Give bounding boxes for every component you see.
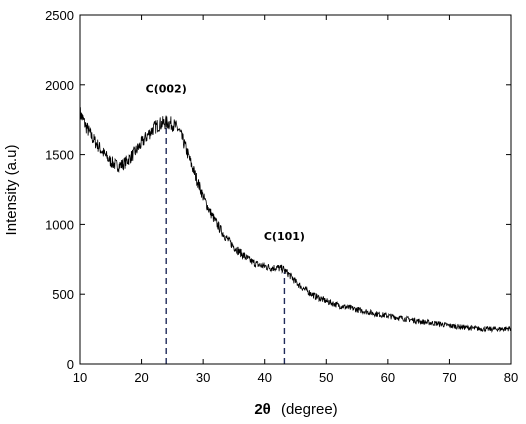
x-axis-title: 2θ (degree) (254, 401, 337, 418)
series-layer (79, 107, 512, 333)
y-tick-label: 0 (67, 357, 74, 372)
x-tick-label: 60 (381, 370, 395, 385)
peak-label: C(002) (146, 82, 187, 95)
peak-label: C(101) (264, 230, 305, 243)
x-axis-ticks: 10 20 30 40 50 60 70 80 (73, 15, 518, 385)
x-tick-label: 40 (257, 370, 271, 385)
y-tick-label: 1000 (45, 217, 74, 232)
plot-frame (79, 14, 512, 365)
x-tick-label: 20 (134, 370, 148, 385)
x-tick-label: 50 (319, 370, 333, 385)
xrd-series-line (79, 107, 512, 333)
x-tick-label: 30 (196, 370, 210, 385)
annotations: C(002) C(101) (146, 82, 305, 243)
x-tick-label: 10 (73, 370, 87, 385)
marker-lines (165, 124, 286, 364)
x-axis-title-symbol: 2θ (254, 401, 270, 418)
y-tick-label: 2000 (45, 78, 74, 93)
x-axis-title-unit: (degree) (281, 401, 338, 418)
y-tick-label: 2500 (45, 8, 74, 23)
y-axis-ticks: 0 500 1000 1500 2000 2500 (45, 8, 511, 372)
y-axis-title: Intensity (a.u) (3, 145, 20, 236)
y-tick-label: 500 (52, 287, 74, 302)
x-tick-label: 80 (504, 370, 518, 385)
x-tick-label: 70 (442, 370, 456, 385)
y-tick-label: 1500 (45, 148, 74, 163)
